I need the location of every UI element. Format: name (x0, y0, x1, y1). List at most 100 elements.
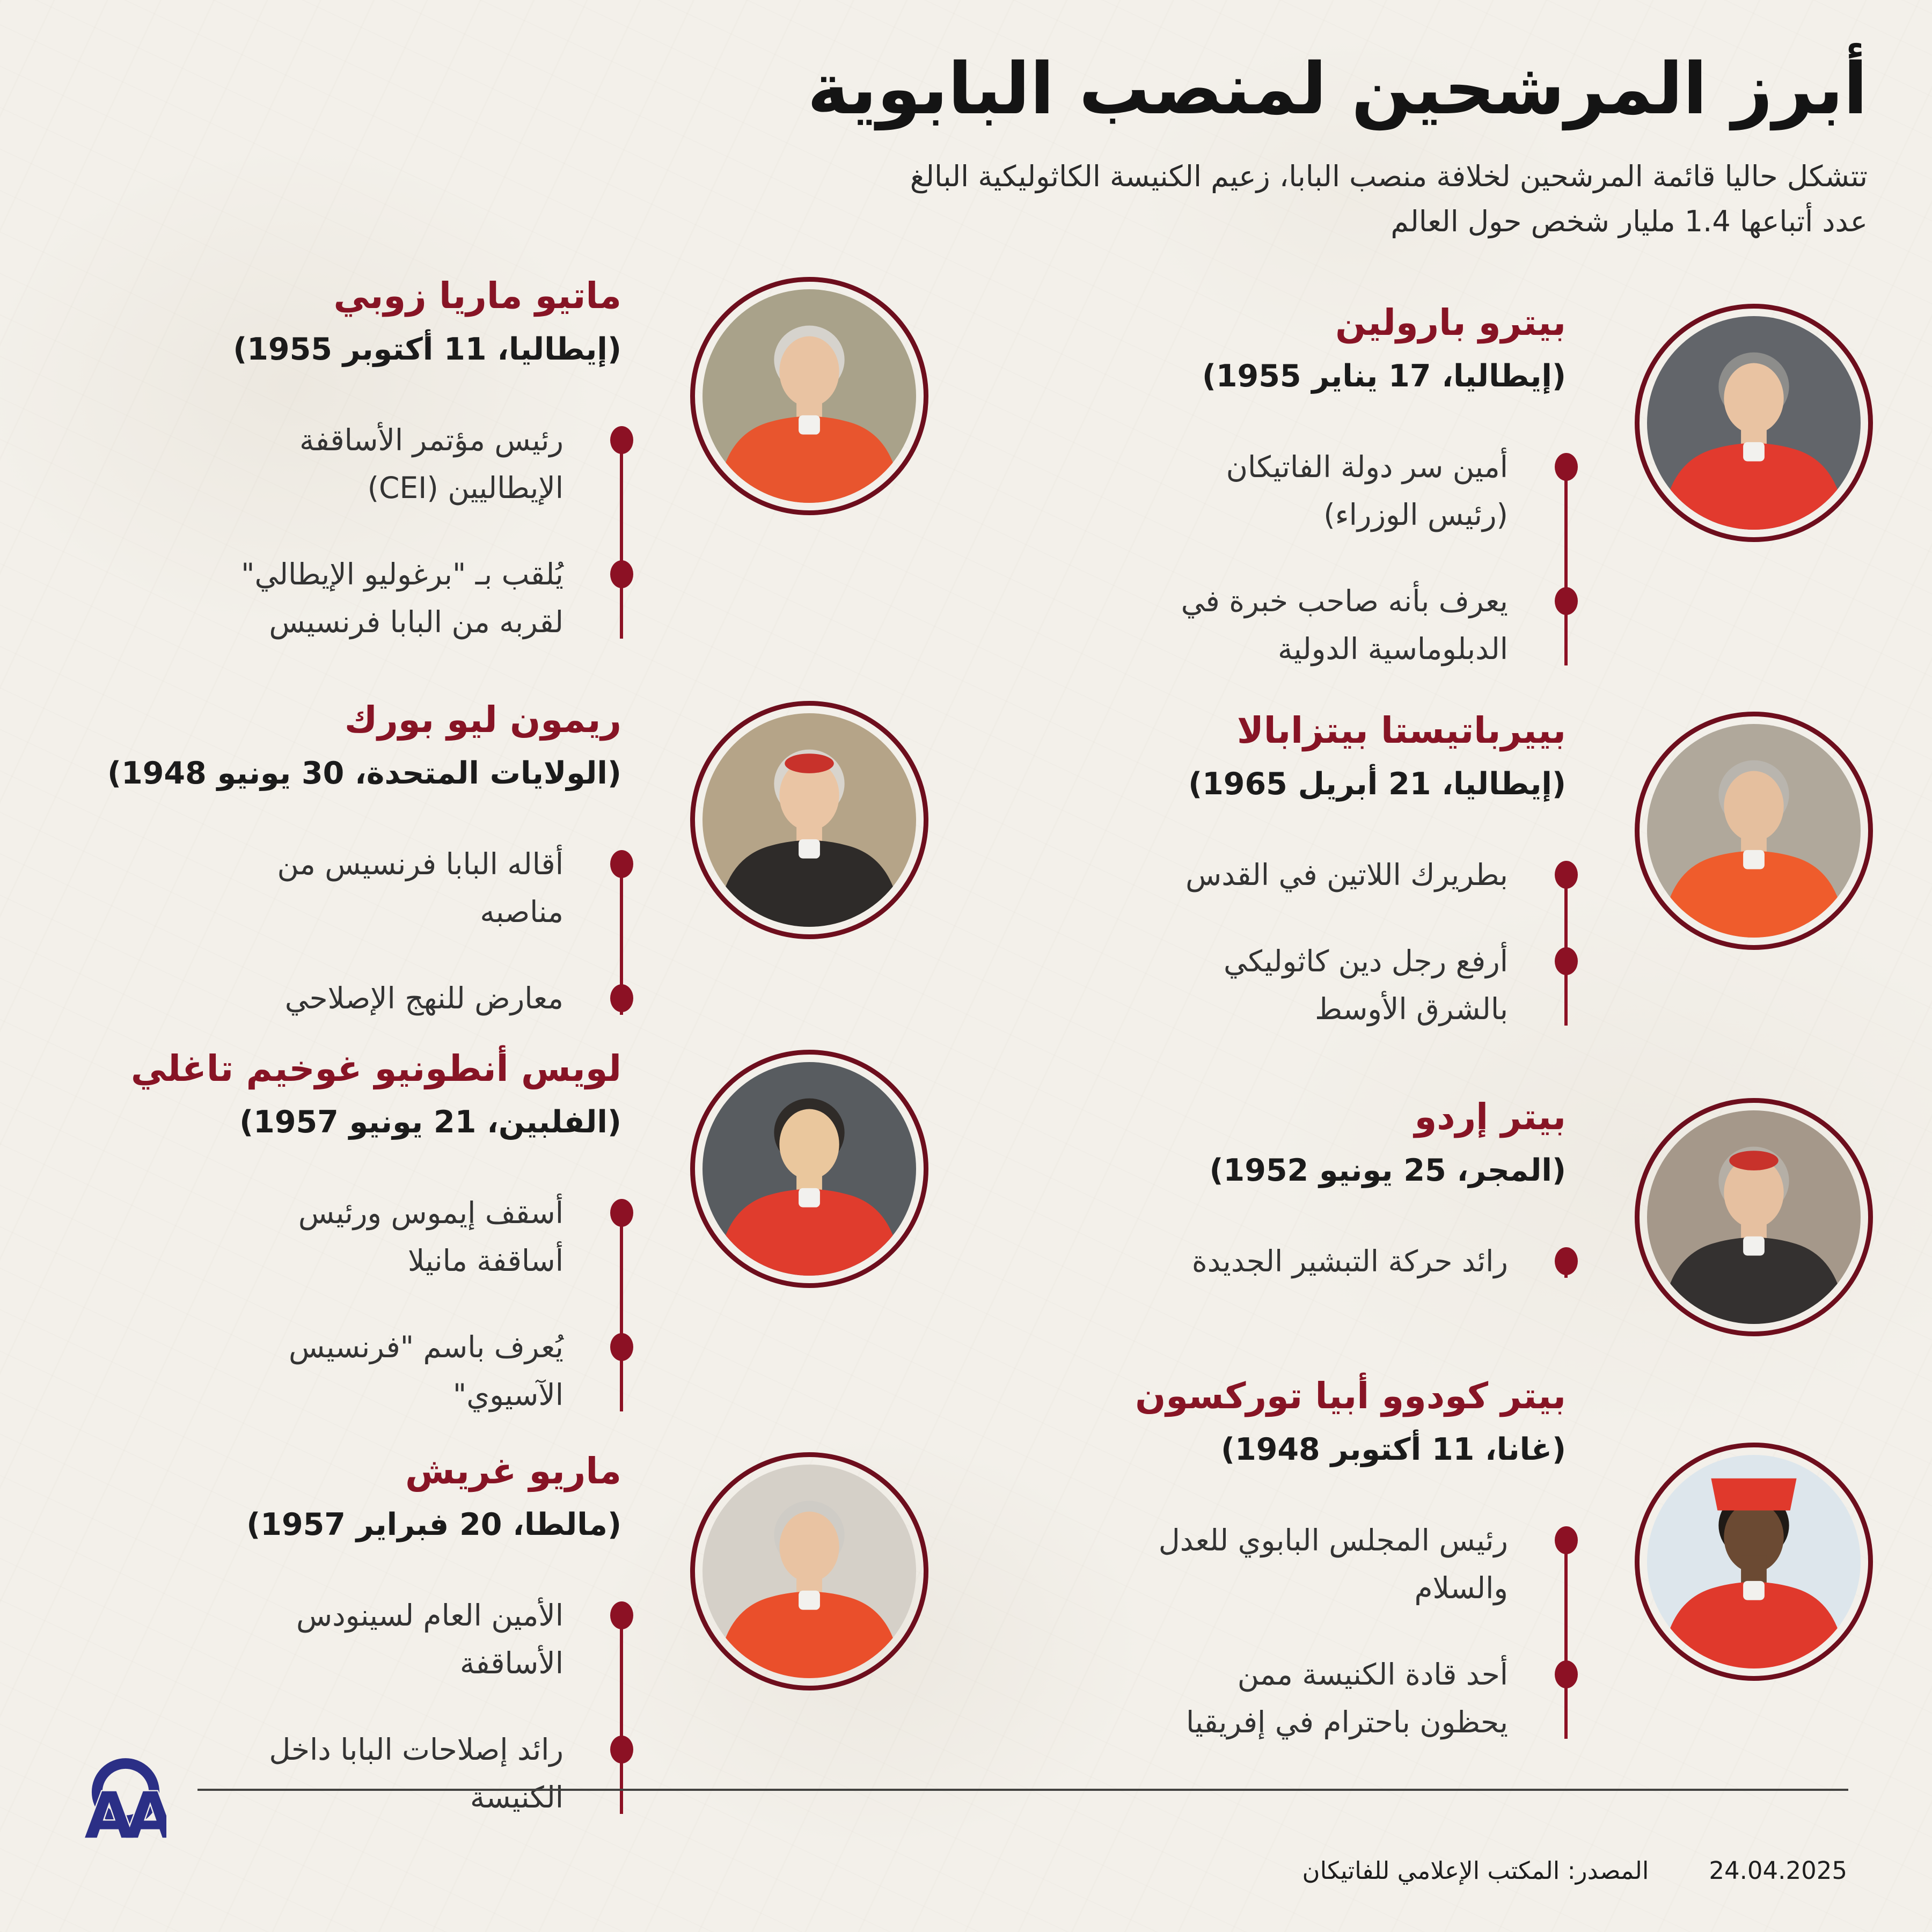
candidate-name: لويس أنطونيو غوخيم تاغلي (130, 1048, 621, 1090)
source-credit: المصدر: المكتب الإعلامي للفاتيكان (1302, 1856, 1649, 1885)
candidate-birth: (الفلبين، 21 يونيو 1957) (239, 1104, 621, 1140)
candidate-facts: رئيس المجلس البابوي للعدل والسلام أحد قا… (1004, 1517, 1578, 1746)
candidate-card-tagle: لويس أنطونيو غوخيم تاغلي (الفلبين، 21 يو… (59, 1042, 928, 1445)
candidate-card-pizzaballa: بييرباتيستا بيتزابالا (إيطاليا، 21 أبريل… (1004, 704, 1873, 1091)
fact-item: أمين سر دولة الفاتيكان (رئيس الوزراء) (1147, 443, 1578, 539)
fact-item: يُعرف باسم "فرنسيس الآسيوي" (203, 1323, 633, 1419)
cardinal-portrait-illustration (1647, 1110, 1861, 1324)
candidate-birth: (إيطاليا، 11 أكتوبر 1955) (233, 331, 621, 367)
subtitle: تتشكل حاليا قائمة المرشحين لخلافة منصب ا… (64, 154, 1868, 244)
bullet-dot (1555, 860, 1578, 889)
bullet-dot (610, 850, 633, 878)
cardinal-portrait-illustration (1647, 724, 1861, 938)
header: أبرز المرشحين لمنصب البابوية تتشكل حاليا… (0, 0, 1932, 244)
candidate-info: بيتر كودوو أبيا توركسون (غانا، 11 أكتوبر… (1004, 1370, 1578, 1746)
fact-text: رائد حركة التبشير الجديدة (1191, 1243, 1508, 1278)
fact-item: أرفع رجل دين كاثوليكي بالشرق الأوسط (1147, 938, 1578, 1033)
bullet-dot (610, 426, 633, 454)
publish-date: 24.04.2025 (1709, 1856, 1847, 1885)
logo-text: AA (85, 1779, 166, 1848)
candidate-card-parolin: بيترو بارولين (إيطاليا، 17 يناير 1955) أ… (1004, 296, 1873, 704)
bullet-dot (1555, 947, 1578, 975)
candidate-name: ماريو غريش (405, 1450, 621, 1492)
candidate-birth: (إيطاليا، 21 أبريل 1965) (1188, 766, 1566, 802)
fact-text: الأمين العام لسينودس الأساقفة (296, 1598, 564, 1680)
footer: AA 24.04.2025 المصدر: المكتب الإعلامي لل… (0, 1758, 1932, 1885)
fact-text: أرفع رجل دين كاثوليكي بالشرق الأوسط (1224, 943, 1508, 1026)
candidate-info: بيترو بارولين (إيطاليا، 17 يناير 1955) أ… (1004, 296, 1578, 673)
fact-text: رئيس المجلس البابوي للعدل والسلام (1158, 1523, 1508, 1605)
bullet-dot (610, 1198, 633, 1227)
cardinal-portrait-illustration (1647, 1455, 1861, 1669)
fact-item: معارض للنهج الإصلاحي (203, 975, 633, 1022)
bullet-dot (610, 1333, 633, 1361)
fact-text: أقاله البابا فرنسيس من مناصبه (277, 846, 564, 929)
candidate-photo (1647, 316, 1861, 530)
candidate-photo-frame (1635, 1443, 1873, 1681)
candidate-info: ماتيو ماريا زوبي (إيطاليا، 11 أكتوبر 195… (59, 269, 633, 646)
fact-text: رئيس مؤتمر الأساقفة الإيطاليين (CEI) (299, 422, 564, 505)
candidate-facts: رائد حركة التبشير الجديدة (1004, 1238, 1578, 1285)
anadolu-agency-logo: AA (85, 1758, 166, 1848)
bullet-dot (610, 1601, 633, 1629)
subtitle-line-2: عدد أتباعها 1.4 مليار شخص حول العالم (1391, 204, 1868, 238)
candidate-photo-frame (1635, 712, 1873, 950)
candidate-name: ماتيو ماريا زوبي (333, 275, 622, 317)
bullet-dot (610, 560, 633, 588)
fact-text: يعرف بأنه صاحب خبرة في الدبلوماسية الدول… (1181, 583, 1508, 667)
candidate-facts: أقاله البابا فرنسيس من مناصبه معارض للنه… (59, 840, 633, 1022)
candidate-photo-frame (690, 1452, 928, 1691)
candidate-photo-frame (690, 277, 928, 516)
cardinal-portrait-illustration (702, 1465, 916, 1679)
candidate-birth: (إيطاليا، 17 يناير 1955) (1202, 358, 1566, 394)
bullet-dot (1555, 1247, 1578, 1275)
candidate-birth: (غانا، 11 أكتوبر 1948) (1221, 1431, 1566, 1467)
fact-item: أحد قادة الكنيسة ممن يحظون باحترام في إف… (1147, 1651, 1578, 1746)
column-left: ماتيو ماريا زوبي (إيطاليا، 11 أكتوبر 195… (59, 269, 928, 1821)
candidate-card-burke: ريمون ليو بورك (الولايات المتحدة، 30 يون… (59, 693, 928, 1042)
fact-text: أحد قادة الكنيسة ممن يحظون باحترام في إف… (1185, 1657, 1508, 1740)
candidate-birth: (مالطا، 20 فبراير 1957) (246, 1506, 621, 1542)
candidate-info: بيتر إردو (المجر، 25 يونيو 1952) رائد حر… (1004, 1091, 1578, 1285)
candidate-photo (1647, 1455, 1861, 1669)
cardinal-portrait-illustration (702, 289, 916, 503)
footer-divider-line (197, 1789, 1848, 1791)
candidate-photo (1647, 1110, 1861, 1324)
subtitle-line-1: تتشكل حاليا قائمة المرشحين لخلافة منصب ا… (910, 159, 1868, 193)
footer-rule-row: AA (0, 1758, 1932, 1848)
candidate-info: ريمون ليو بورك (الولايات المتحدة، 30 يون… (59, 693, 633, 1022)
fact-text: معارض للنهج الإصلاحي (284, 980, 564, 1015)
cardinal-portrait-illustration (702, 713, 916, 927)
page-title: أبرز المرشحين لمنصب البابوية (807, 48, 1868, 130)
candidate-name: ريمون ليو بورك (344, 699, 621, 741)
candidate-name: بيتر كودوو أبيا توركسون (1135, 1375, 1566, 1417)
bullet-dot (1555, 452, 1578, 481)
candidate-birth: (المجر، 25 يونيو 1952) (1209, 1152, 1566, 1188)
candidate-photo-frame (1635, 1098, 1873, 1337)
fact-text: يُلقب بـ "برغوليو الإيطالي" لقربه من الب… (241, 557, 564, 640)
fact-item: رئيس مؤتمر الأساقفة الإيطاليين (CEI) (203, 416, 633, 512)
bullet-dot (1555, 1660, 1578, 1688)
candidate-photo (702, 289, 916, 503)
candidate-name: بيترو بارولين (1335, 302, 1566, 344)
candidate-card-zuppi: ماتيو ماريا زوبي (إيطاليا، 11 أكتوبر 195… (59, 269, 928, 693)
candidate-facts: بطريرك اللاتين في القدس أرفع رجل دين كاث… (1004, 851, 1578, 1033)
candidate-photo (1647, 724, 1861, 938)
cardinal-portrait-illustration (1647, 316, 1861, 530)
bullet-dot (1555, 1526, 1578, 1554)
fact-item: يُلقب بـ "برغوليو الإيطالي" لقربه من الب… (203, 551, 633, 646)
candidate-photo-frame (690, 1050, 928, 1289)
candidate-info: لويس أنطونيو غوخيم تاغلي (الفلبين، 21 يو… (59, 1042, 633, 1419)
candidate-birth: (الولايات المتحدة، 30 يونيو 1948) (107, 755, 621, 791)
fact-item: يعرف بأنه صاحب خبرة في الدبلوماسية الدول… (1147, 577, 1578, 673)
fact-text: أسقف إيموس ورئيس أساقفة مانيلا (298, 1195, 564, 1278)
candidate-card-grech: ماريو غريش (مالطا، 20 فبراير 1957) الأمي… (59, 1445, 928, 1821)
candidate-photo-frame (690, 701, 928, 940)
candidate-name: بيتر إردو (1414, 1096, 1566, 1138)
candidate-facts: الأمين العام لسينودس الأساقفة رائد إصلاح… (59, 1592, 633, 1821)
candidate-info: ماريو غريش (مالطا، 20 فبراير 1957) الأمي… (59, 1445, 633, 1821)
candidates-grid: بيترو بارولين (إيطاليا، 17 يناير 1955) أ… (0, 269, 1932, 1821)
fact-item: الأمين العام لسينودس الأساقفة (203, 1592, 633, 1687)
candidate-name: بييرباتيستا بيتزابالا (1236, 709, 1566, 752)
